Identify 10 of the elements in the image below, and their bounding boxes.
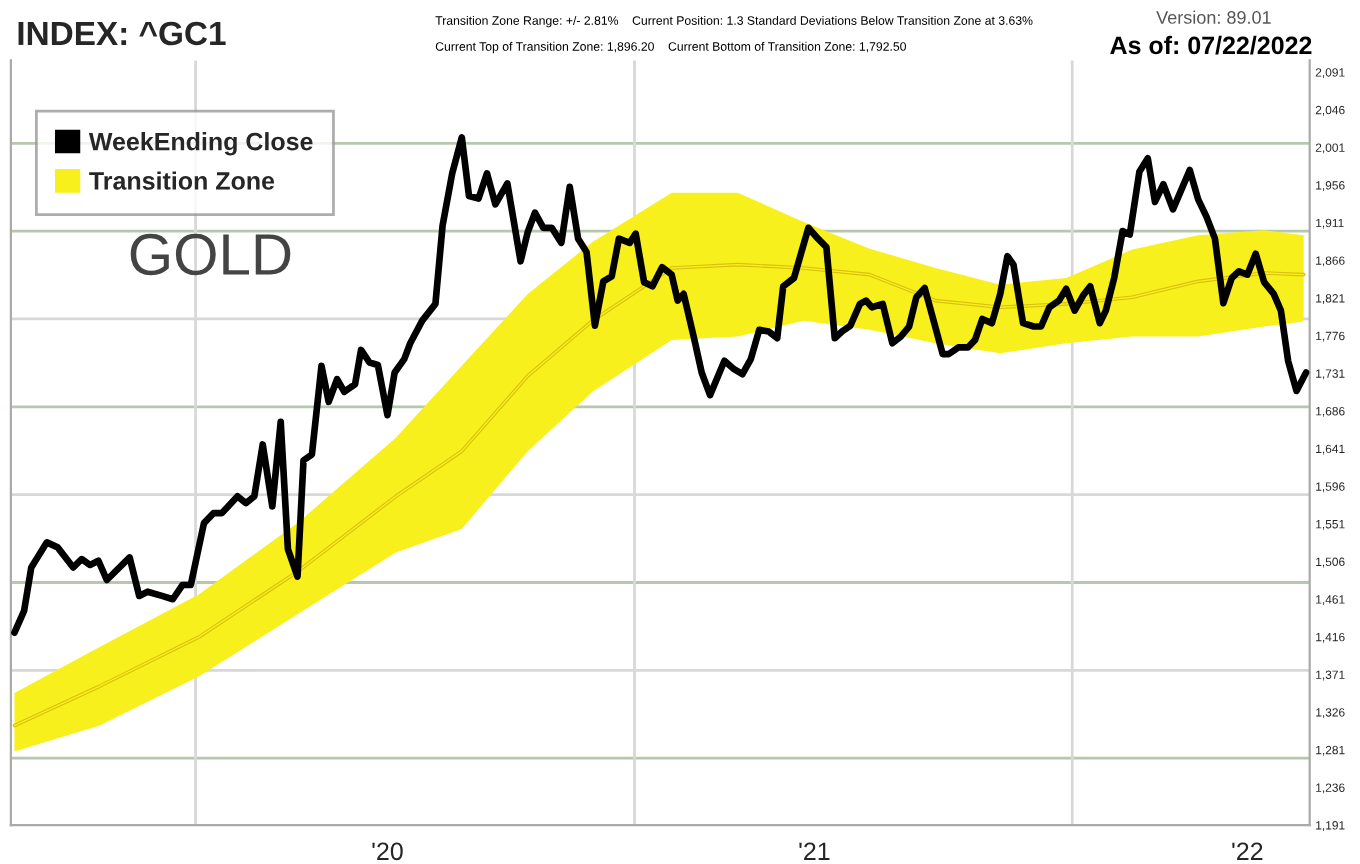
text: Version: 89.01 xyxy=(1156,10,1271,24)
legend-label: WeekEnding Close xyxy=(88,132,313,156)
text: As of: 07/22/2022 xyxy=(1110,35,1312,55)
chart-title: INDEX: ^GC1 xyxy=(18,21,226,46)
x-tick-label: '20 xyxy=(372,842,403,861)
x-tick-label: '21 xyxy=(799,842,830,860)
line-series xyxy=(11,134,1310,637)
legend-label: Transition Zone xyxy=(89,171,275,190)
x-tick-label: '22 xyxy=(1232,842,1263,860)
annotation: GOLD xyxy=(130,233,291,276)
